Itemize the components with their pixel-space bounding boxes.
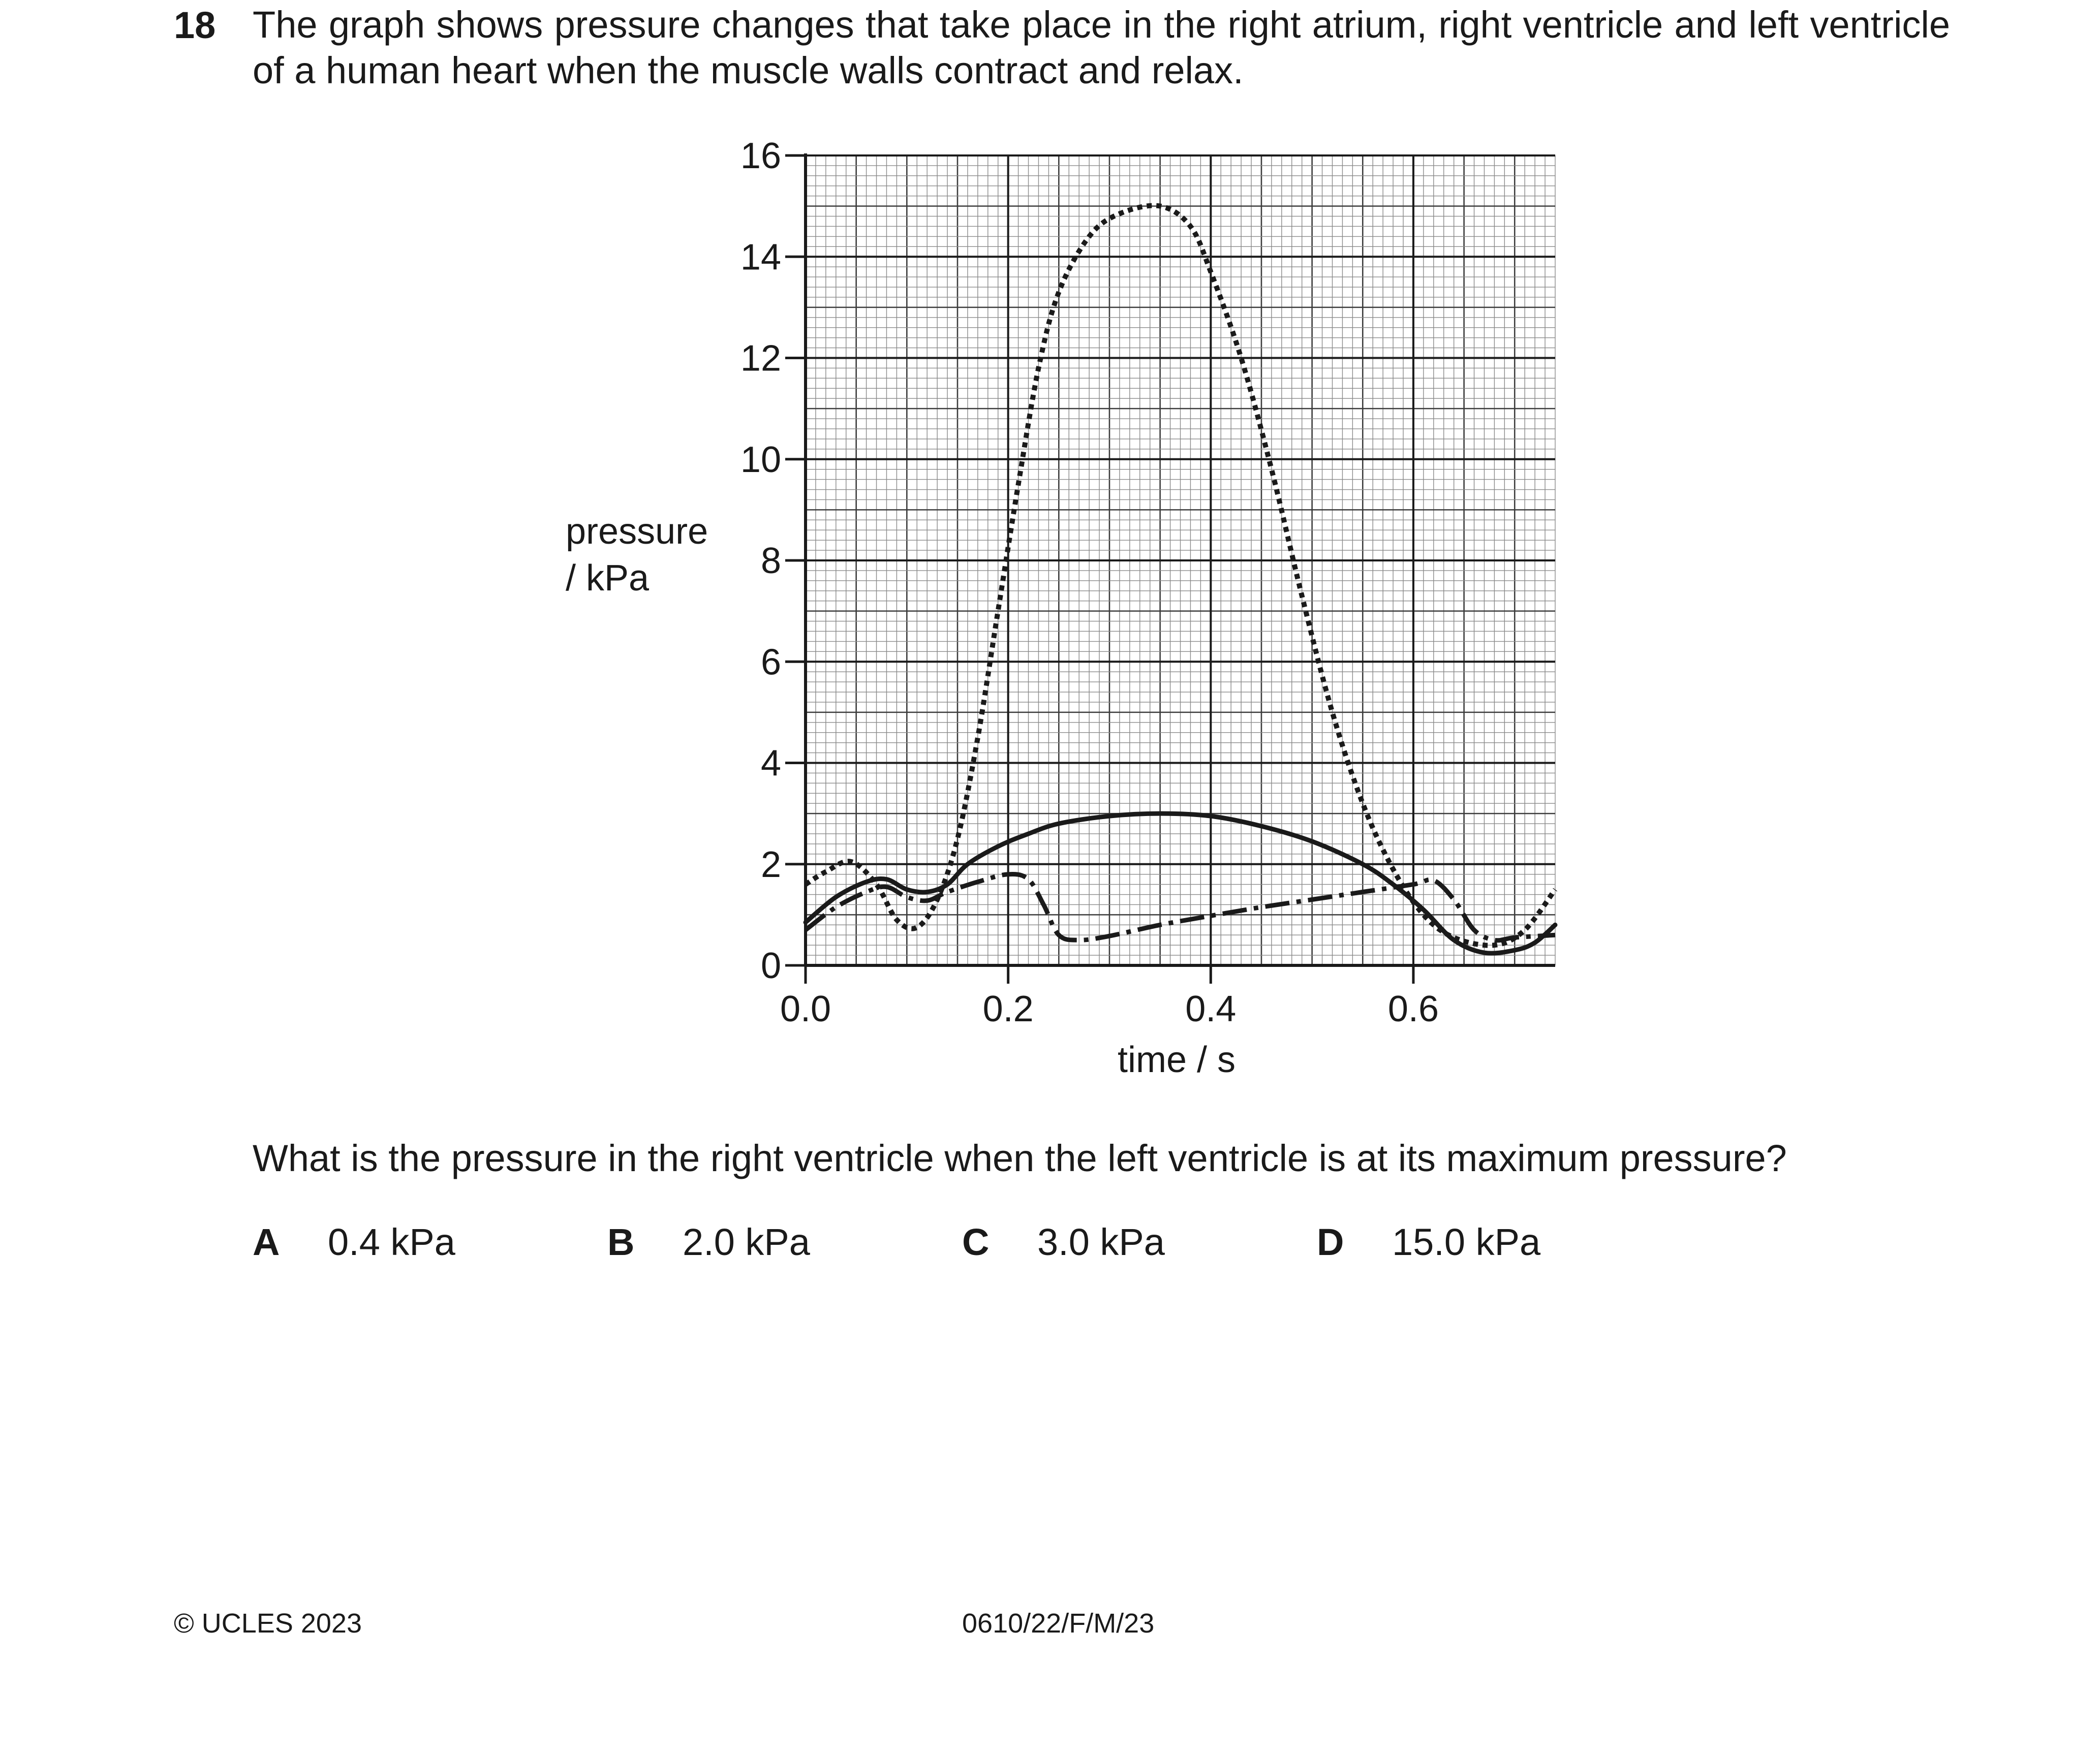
y-axis-label-line-1: pressure (566, 511, 708, 552)
footer-copyright: © UCLES 2023 (174, 1608, 362, 1639)
pressure-time-chart: 0 2 4 6 8 10 12 14 16 0.0 0.2 0.4 0.6 pressure / kPa… (508, 122, 1626, 1108)
series-line-solid (803, 811, 1558, 956)
chart-svg: 0 2 4 6 8 10 12 14 16 0.0 0.2 0.4 0.6 pressure / kPa… (566, 136, 1558, 1080)
y-tick-label: 14 (740, 237, 781, 277)
option-b-text: 2.0 kPa (683, 1221, 810, 1263)
question-stem: The graph shows pressure changes that ta… (253, 4, 1950, 91)
option-b-letter: B (607, 1221, 635, 1263)
option-c-letter: C (962, 1221, 990, 1263)
x-tick-label: 0.2 (983, 989, 1034, 1029)
x-tick-label: 0.6 (1388, 989, 1439, 1029)
option-d-letter: D (1317, 1221, 1344, 1263)
y-tick-label: 8 (761, 541, 781, 581)
series-line-dash-dot (804, 871, 1556, 943)
footer-paper-code: 0610/22/F/M/23 (962, 1608, 1155, 1639)
y-axis-label-line-2: / kPa (566, 558, 650, 599)
x-axis-label: time / s (1118, 1040, 1236, 1080)
y-tick-label: 0 (761, 946, 781, 986)
option-a-letter: A (253, 1221, 280, 1263)
option-c-text: 3.0 kPa (1037, 1221, 1165, 1263)
x-tick-label: 0.0 (780, 989, 831, 1029)
y-tick-label: 10 (740, 440, 781, 480)
y-tick-label: 16 (740, 136, 781, 176)
ticks: 0 2 4 6 8 10 12 14 16 0.0 0.2 0.4 0.6 (740, 136, 1439, 1029)
option-d-text: 15.0 kPa (1392, 1221, 1541, 1263)
x-tick-label: 0.4 (1185, 989, 1236, 1029)
series-layer (803, 203, 1558, 956)
option-a-text: 0.4 kPa (328, 1221, 455, 1263)
y-tick-label: 6 (761, 642, 781, 682)
series-line-dotted (804, 203, 1558, 948)
y-tick-label: 4 (761, 743, 781, 784)
y-tick-label: 12 (740, 338, 781, 379)
question-number: 18 (174, 4, 216, 46)
question-prompt: What is the pressure in the right ventri… (253, 1137, 1787, 1179)
y-tick-label: 2 (761, 844, 781, 885)
